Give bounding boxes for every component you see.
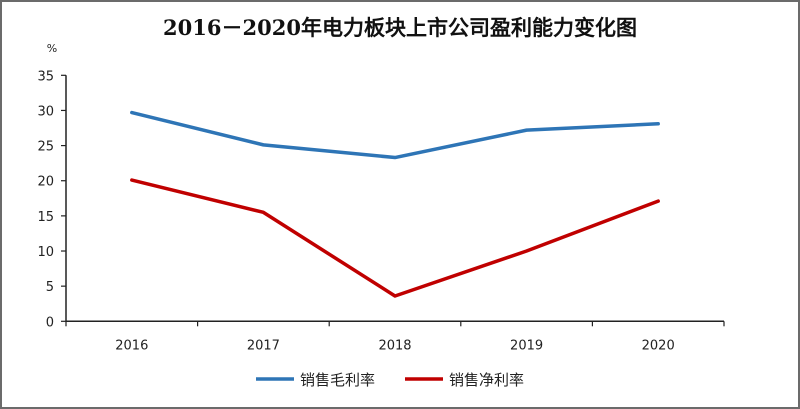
x-tick-label: 2018 [378,338,411,353]
legend-label-2: 销售净利率 [449,371,524,389]
y-tick-label: 25 [37,140,54,155]
y-tick-label: 30 [37,104,54,119]
legend-label-1: 销售毛利率 [300,371,375,389]
y-tick-label: 10 [37,245,54,260]
x-tick-label: 2017 [247,338,280,353]
y-tick-label: 35 [37,69,54,84]
y-tick-label: 0 [46,315,54,330]
x-tick-label: 2019 [510,338,543,353]
y-tick-label: 20 [37,175,54,190]
x-tick-label: 2016 [115,338,148,353]
y-tick-label: 15 [37,210,54,225]
chart-title: 2016－2020年电力板块上市公司盈利能力变化图 [163,15,637,40]
series-line-1 [130,110,660,160]
y-axis-label: % [47,42,57,55]
y-tick-label: 5 [46,280,54,295]
series-line-2 [130,178,660,298]
x-tick-label: 2020 [642,338,675,353]
